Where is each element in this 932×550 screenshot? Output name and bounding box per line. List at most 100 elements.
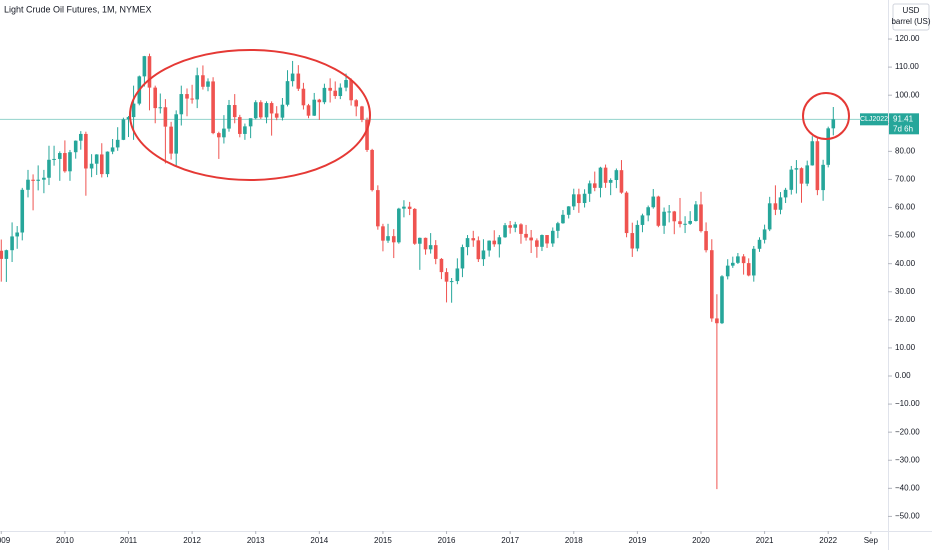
candle-body bbox=[31, 179, 35, 181]
candle-body bbox=[153, 87, 158, 109]
candle-body bbox=[566, 206, 571, 215]
candle-body bbox=[349, 80, 353, 101]
y-tick-label: 10.00 bbox=[895, 343, 916, 352]
candle-body bbox=[238, 117, 242, 134]
candle-body bbox=[376, 190, 380, 227]
y-tick-label: −30.00 bbox=[895, 455, 920, 464]
currency-box[interactable] bbox=[892, 3, 930, 31]
candle-body bbox=[195, 75, 199, 100]
candle-body bbox=[84, 133, 88, 169]
candle-body bbox=[704, 231, 708, 251]
x-tick-label: 2014 bbox=[310, 536, 328, 545]
candle-body bbox=[455, 268, 460, 282]
candle-body bbox=[63, 153, 67, 172]
candle-body bbox=[449, 281, 454, 283]
candle-body bbox=[635, 224, 640, 249]
candle-body bbox=[672, 211, 677, 222]
candle-body bbox=[603, 167, 608, 183]
candle-body bbox=[571, 194, 576, 207]
candle-body bbox=[333, 90, 338, 97]
candle-body bbox=[0, 250, 4, 259]
candle-body bbox=[736, 256, 740, 263]
y-tick-label: 100.00 bbox=[895, 90, 920, 99]
candle-body bbox=[190, 98, 194, 100]
candle-body bbox=[471, 238, 476, 241]
candle-body bbox=[206, 81, 210, 87]
x-tick-label: 2012 bbox=[183, 536, 201, 545]
candle-body bbox=[730, 262, 735, 266]
candle-body bbox=[497, 237, 502, 245]
candle-body bbox=[290, 73, 295, 82]
candle-body bbox=[47, 159, 51, 178]
x-tick-label: 2021 bbox=[756, 536, 774, 545]
candle-body bbox=[815, 141, 820, 191]
candle-body bbox=[699, 204, 703, 232]
candle-body bbox=[746, 263, 751, 276]
candle-body bbox=[465, 238, 470, 248]
candle-body bbox=[741, 256, 746, 264]
candle-body bbox=[248, 118, 253, 127]
x-tick-label: Sep bbox=[864, 536, 879, 545]
y-tick-label: 40.00 bbox=[895, 259, 916, 268]
candle-body bbox=[439, 258, 444, 273]
candle-body bbox=[57, 153, 62, 159]
y-tick-label: 0.00 bbox=[895, 371, 911, 380]
plot-area bbox=[0, 53, 888, 490]
y-tick-label: −10.00 bbox=[895, 399, 920, 408]
candle-body bbox=[577, 194, 581, 204]
candle-body bbox=[201, 75, 205, 87]
candle-body bbox=[519, 224, 523, 234]
current-price-label: 91.41 bbox=[893, 114, 914, 123]
x-tick-label: 2018 bbox=[565, 536, 583, 545]
candle-body bbox=[540, 235, 544, 247]
candle-body bbox=[481, 250, 486, 260]
candle-body bbox=[720, 276, 724, 324]
annotation-circle bbox=[802, 92, 850, 140]
candle-body bbox=[799, 168, 804, 184]
candle-body bbox=[68, 152, 72, 172]
candle-body bbox=[794, 168, 799, 170]
candle-body bbox=[328, 87, 332, 91]
price-label-box bbox=[860, 113, 888, 126]
candle-body bbox=[370, 149, 374, 191]
candle-body bbox=[217, 133, 221, 138]
candle-body bbox=[232, 105, 237, 118]
candle-body bbox=[365, 119, 369, 150]
candle-body bbox=[651, 196, 656, 208]
y-tick-label: 50.00 bbox=[895, 231, 916, 240]
candle-body bbox=[222, 128, 226, 138]
candle-body bbox=[211, 81, 215, 134]
candle-body bbox=[725, 265, 730, 277]
candle-body bbox=[354, 100, 359, 107]
candle-body bbox=[513, 224, 518, 228]
x-tick-label: 2015 bbox=[374, 536, 392, 545]
candle-body bbox=[312, 99, 317, 116]
candle-body bbox=[831, 119, 836, 129]
x-tick-label: 2022 bbox=[819, 536, 837, 545]
candle-body bbox=[89, 163, 94, 169]
candle-body bbox=[360, 106, 364, 120]
candle-body bbox=[243, 126, 247, 134]
candle-body bbox=[614, 170, 619, 180]
candle-body bbox=[185, 94, 189, 99]
y-tick-label: −50.00 bbox=[895, 512, 920, 521]
y-tick-label: 60.00 bbox=[895, 203, 916, 212]
x-tick-label: 2011 bbox=[120, 536, 138, 545]
candle-body bbox=[783, 189, 788, 198]
price-box bbox=[889, 113, 919, 135]
y-tick-label: 20.00 bbox=[895, 315, 916, 324]
candle-body bbox=[169, 126, 173, 154]
candle-body bbox=[524, 233, 528, 238]
candle-body bbox=[344, 80, 348, 88]
unit: barrel (US) bbox=[891, 17, 930, 26]
candle-body bbox=[274, 113, 279, 118]
candle-body bbox=[762, 229, 767, 240]
x-tick-label: 2009 bbox=[0, 536, 11, 545]
candle-body bbox=[407, 206, 412, 209]
candle-body bbox=[535, 240, 539, 247]
candle-body bbox=[4, 250, 9, 259]
candle-body bbox=[338, 87, 343, 97]
candle-body bbox=[608, 179, 613, 183]
candle-body bbox=[115, 139, 120, 148]
